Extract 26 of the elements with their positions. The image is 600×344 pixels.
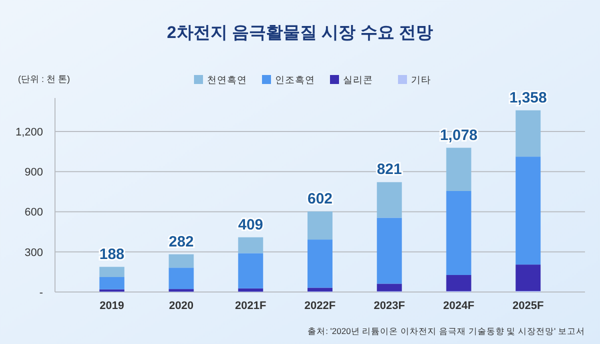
y-tick-label: 900 xyxy=(24,166,43,179)
total-label: 602 xyxy=(307,190,333,208)
y-tick-label: 600 xyxy=(24,206,43,219)
total-label: 188 xyxy=(99,246,124,263)
total-label: 409 xyxy=(238,216,264,234)
chart-title: 2차전지 음극활물질 시장 수요 전망 xyxy=(166,23,434,42)
x-tick-label: 2021F xyxy=(235,300,266,312)
source-note: 출처: '2020년 리튬이온 이차전지 음극재 기술동향 및 시장전망' 보고서 xyxy=(308,326,585,336)
x-tick-label: 2023F xyxy=(374,300,406,312)
legend-label: 천연흑연 xyxy=(207,75,247,86)
y-tick-label: 1,200 xyxy=(15,126,43,138)
y-axis-title: (단위 : 천 톤) xyxy=(18,74,70,84)
legend-label: 인조흑연 xyxy=(275,75,315,86)
legend-label: 기타 xyxy=(411,75,431,86)
total-label: 1,358 xyxy=(509,89,547,106)
y-tick-label: 300 xyxy=(24,246,43,259)
total-label: 1,078 xyxy=(440,126,478,144)
x-tick-label: 2022F xyxy=(304,300,336,312)
total-label: 282 xyxy=(168,233,194,250)
legend-label: 실리콘 xyxy=(343,75,373,86)
x-tick-label: 2019 xyxy=(100,300,124,312)
x-tick-label: 2024F xyxy=(443,300,475,312)
total-label: 821 xyxy=(376,161,402,178)
x-tick-label: 2020 xyxy=(169,300,194,312)
y-tick-label: - xyxy=(39,287,44,299)
x-tick-label: 2025F xyxy=(512,300,544,312)
